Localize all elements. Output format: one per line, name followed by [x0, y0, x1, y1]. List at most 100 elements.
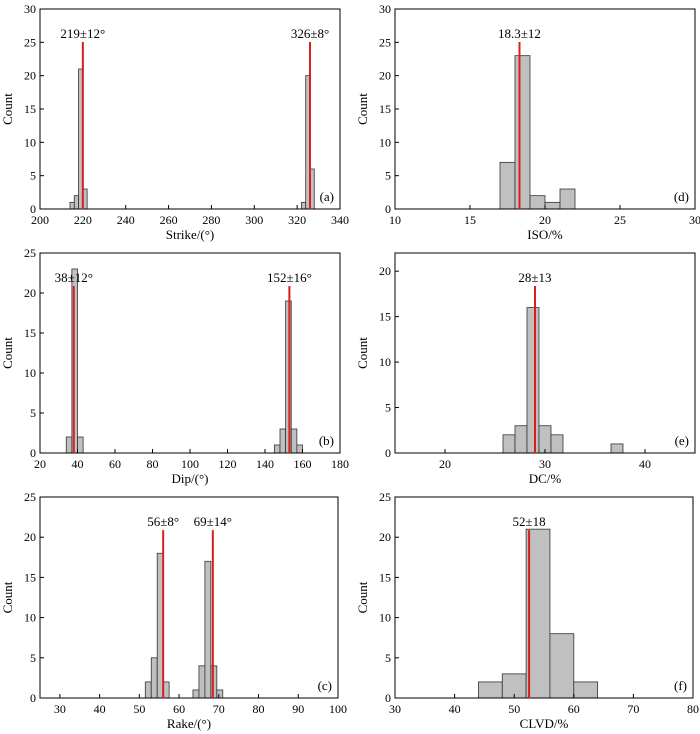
- x-tick-label: 30: [54, 702, 66, 716]
- y-tick-label: 10: [379, 355, 391, 369]
- histogram-bar: [65, 436, 73, 454]
- y-tick-label: 0: [385, 691, 391, 705]
- x-axis-label: Rake/(°): [167, 716, 211, 731]
- x-tick-label: 260: [160, 213, 178, 227]
- histogram-bar: [290, 428, 298, 454]
- panel-label: (e): [675, 433, 689, 448]
- y-axis-label: Count: [355, 93, 370, 125]
- histogram-bar: [204, 560, 212, 699]
- x-tick-label: 30: [389, 702, 401, 716]
- y-tick-label: 20: [379, 264, 391, 278]
- panel-label: (a): [320, 189, 334, 204]
- x-tick-label: 15: [464, 213, 476, 227]
- y-tick-label: 30: [379, 2, 391, 16]
- histogram-bar: [150, 657, 158, 699]
- y-tick-label: 25: [379, 35, 391, 49]
- x-tick-label: 30: [689, 213, 700, 227]
- histogram-bar: [610, 443, 624, 454]
- histogram-bar: [478, 681, 503, 699]
- x-axis-label: CLVD/%: [520, 716, 569, 731]
- histogram-bar: [273, 444, 281, 454]
- y-tick-label: 25: [24, 35, 36, 49]
- mean-marker-label: 326±8°: [291, 26, 329, 41]
- histogram-bar: [514, 425, 528, 454]
- histogram-bar: [296, 444, 303, 454]
- y-axis-label: Count: [355, 581, 370, 613]
- x-tick-label: 40: [94, 702, 106, 716]
- x-tick-label: 70: [213, 702, 225, 716]
- y-tick-label: 0: [385, 446, 391, 460]
- x-tick-label: 60: [568, 702, 580, 716]
- y-tick-label: 15: [24, 570, 36, 584]
- y-axis-label: Count: [0, 93, 15, 125]
- y-tick-label: 15: [24, 326, 36, 340]
- x-tick-label: 40: [72, 457, 84, 471]
- x-tick-label: 25: [614, 213, 626, 227]
- mean-marker-label: 56±8°: [147, 514, 179, 529]
- mean-marker-label: 69±14°: [194, 514, 232, 529]
- x-tick-label: 340: [331, 213, 349, 227]
- x-axis-label: ISO/%: [527, 227, 563, 242]
- x-tick-label: 120: [219, 457, 237, 471]
- y-tick-label: 15: [379, 102, 391, 116]
- x-tick-label: 80: [687, 702, 699, 716]
- x-axis-label: Strike/(°): [166, 227, 215, 242]
- histogram-bar: [573, 681, 599, 699]
- y-tick-label: 10: [24, 135, 36, 149]
- histogram-bar: [549, 633, 575, 699]
- x-axis-label: Dip/(°): [172, 471, 209, 486]
- mean-marker-label: 18.3±12: [498, 26, 541, 41]
- histogram-bar: [77, 436, 84, 454]
- histogram-bar: [279, 428, 287, 454]
- x-tick-label: 100: [181, 457, 199, 471]
- panel-c: 30 40 50 60 70 80 90 100 0 5 10 15 20 25 Rake/(°) Count…: [0, 490, 347, 731]
- histogram-bar: [144, 681, 152, 699]
- panel-e: 20 30 40 0 5 10 15 20 DC/% Count (e) 28±13: [355, 252, 696, 486]
- y-tick-label: 20: [24, 286, 36, 300]
- x-tick-label: 40: [449, 702, 461, 716]
- panel-b: 20 40 60 80 100 120 140 160 180 0 5 10 15 20 25 Dip/(°)…: [0, 246, 349, 486]
- mean-marker-label: 219±12°: [60, 26, 105, 41]
- y-tick-label: 10: [379, 611, 391, 625]
- y-tick-label: 10: [379, 135, 391, 149]
- y-axis-label: Count: [0, 337, 15, 369]
- x-tick-label: 160: [294, 457, 312, 471]
- x-tick-label: 90: [292, 702, 304, 716]
- histogram-bar: [526, 307, 540, 454]
- histogram-bar: [301, 201, 307, 210]
- y-tick-label: 5: [30, 651, 36, 665]
- mean-marker-label: 52±18: [513, 514, 546, 529]
- x-tick-label: 30: [539, 457, 551, 471]
- plot-frame: [39, 496, 339, 699]
- mean-marker-label: 38±12°: [55, 270, 93, 285]
- histogram-bar: [198, 665, 206, 699]
- y-tick-label: 20: [24, 530, 36, 544]
- x-tick-label: 140: [256, 457, 274, 471]
- x-tick-label: 60: [173, 702, 185, 716]
- y-tick-label: 0: [30, 202, 36, 216]
- histogram-bar: [550, 434, 564, 454]
- y-axis-label: Count: [355, 337, 370, 369]
- y-axis-label: Count: [0, 581, 15, 613]
- x-tick-label: 80: [253, 702, 265, 716]
- y-tick-label: 15: [379, 570, 391, 584]
- y-tick-label: 5: [30, 406, 36, 420]
- y-tick-label: 5: [385, 169, 391, 183]
- y-tick-label: 0: [385, 202, 391, 216]
- x-tick-label: 10: [389, 213, 401, 227]
- histogram-bar: [544, 201, 561, 210]
- x-tick-label: 80: [147, 457, 159, 471]
- x-tick-label: 70: [627, 702, 639, 716]
- x-tick-label: 50: [508, 702, 520, 716]
- y-tick-label: 0: [30, 446, 36, 460]
- x-tick-label: 60: [109, 457, 121, 471]
- x-tick-label: 50: [133, 702, 145, 716]
- histogram-bar: [69, 201, 75, 210]
- x-tick-label: 300: [245, 213, 263, 227]
- y-tick-label: 20: [379, 69, 391, 83]
- histogram-bar: [216, 689, 224, 699]
- x-tick-label: 180: [331, 457, 349, 471]
- histogram-bar: [192, 689, 200, 699]
- y-tick-label: 5: [385, 651, 391, 665]
